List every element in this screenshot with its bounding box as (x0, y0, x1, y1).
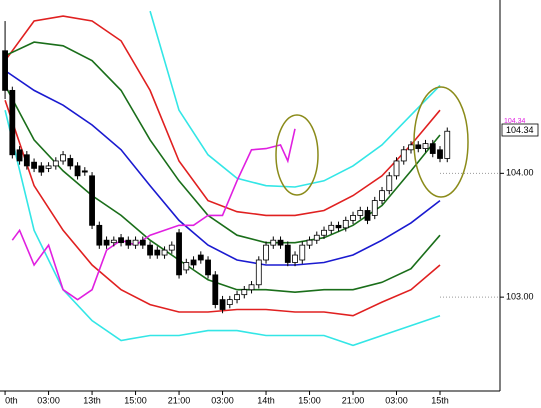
candle-body (38, 165, 45, 173)
x-tick-label: 15:00 (124, 395, 147, 405)
candle-body (357, 210, 364, 216)
candle-body (23, 154, 30, 167)
candle-body (393, 160, 400, 177)
candle-body (241, 289, 248, 296)
x-tick-label: 0th (5, 395, 18, 405)
candle-body (255, 259, 262, 286)
candle-body (9, 89, 16, 156)
candle-body (132, 239, 139, 246)
last-price-label: 104.34 (506, 125, 534, 135)
x-tick-label: 03:00 (211, 395, 234, 405)
indicator-line (4, 85, 441, 294)
candle-body (103, 239, 110, 246)
indicator-line (4, 110, 441, 347)
indicator-line (149, 10, 441, 188)
candle-body (350, 215, 356, 221)
candle-body (147, 244, 153, 256)
candle-body (422, 143, 429, 149)
candle-body (379, 190, 385, 201)
candle-body (263, 244, 269, 261)
candle-body (248, 284, 255, 291)
candle-body (2, 50, 8, 91)
candle-body (292, 254, 298, 263)
candle-body (306, 239, 313, 246)
candle-body (371, 200, 378, 216)
candle-body (161, 249, 168, 256)
candle-body (118, 237, 124, 244)
candle-body (284, 244, 291, 263)
highlight-ellipse (275, 114, 319, 196)
x-tick-label: 03:00 (37, 395, 60, 405)
candle-body (277, 239, 284, 246)
candle-body (60, 154, 66, 162)
last-price-box (501, 123, 539, 137)
candle-body (183, 262, 190, 271)
candle-body (226, 299, 233, 305)
x-tick-label: 13th (83, 395, 101, 405)
x-tick-label: 15th (431, 395, 449, 405)
candle-body (342, 219, 349, 229)
candle-body (219, 299, 226, 310)
indicator-line (4, 15, 441, 217)
candle-body (328, 224, 335, 231)
x-tick-label: 14th (257, 395, 275, 405)
y-tick-label: 104.00 (506, 168, 534, 178)
x-tick-label: 03:00 (385, 395, 408, 405)
candle-body (45, 165, 52, 169)
candle-body (212, 274, 219, 305)
candle-body (270, 239, 277, 246)
y-tick-label: 103.00 (506, 292, 534, 302)
candle-body (321, 229, 327, 236)
candle-body (234, 294, 240, 301)
x-tick-label: 15:00 (298, 395, 321, 405)
candle-body (364, 210, 371, 221)
candle-body (335, 224, 342, 229)
candle-body (81, 170, 88, 173)
candle-body (110, 239, 117, 244)
candle-body (16, 149, 23, 162)
candle-body (205, 259, 211, 276)
candle-body (444, 130, 451, 159)
indicator-line (11, 128, 296, 301)
candle-body (139, 239, 146, 246)
candle-body (408, 144, 414, 151)
candle-body (415, 144, 422, 149)
x-tick-label: 21:00 (342, 395, 365, 405)
candle-body (197, 254, 204, 261)
candle-body (74, 165, 81, 177)
candle-body (52, 160, 59, 167)
candle-body (31, 161, 37, 169)
candle-body (89, 175, 95, 226)
indicator-label: 104.34 (504, 118, 526, 125)
candle-body (96, 224, 103, 246)
candle-body (299, 244, 306, 261)
candle-body (429, 143, 436, 154)
candle-body (437, 149, 443, 159)
candle-body (168, 244, 175, 251)
candle-body (176, 232, 182, 276)
highlight-ellipse (413, 86, 469, 198)
candle-body (154, 249, 161, 256)
candle-body (400, 149, 407, 162)
candle-body (313, 234, 320, 241)
candle-body (190, 259, 197, 266)
indicator-line (4, 69, 441, 266)
candle-body (386, 175, 393, 192)
x-tick-label: 21:00 (168, 395, 191, 405)
candle-body (67, 158, 74, 167)
candle-body (125, 239, 132, 246)
